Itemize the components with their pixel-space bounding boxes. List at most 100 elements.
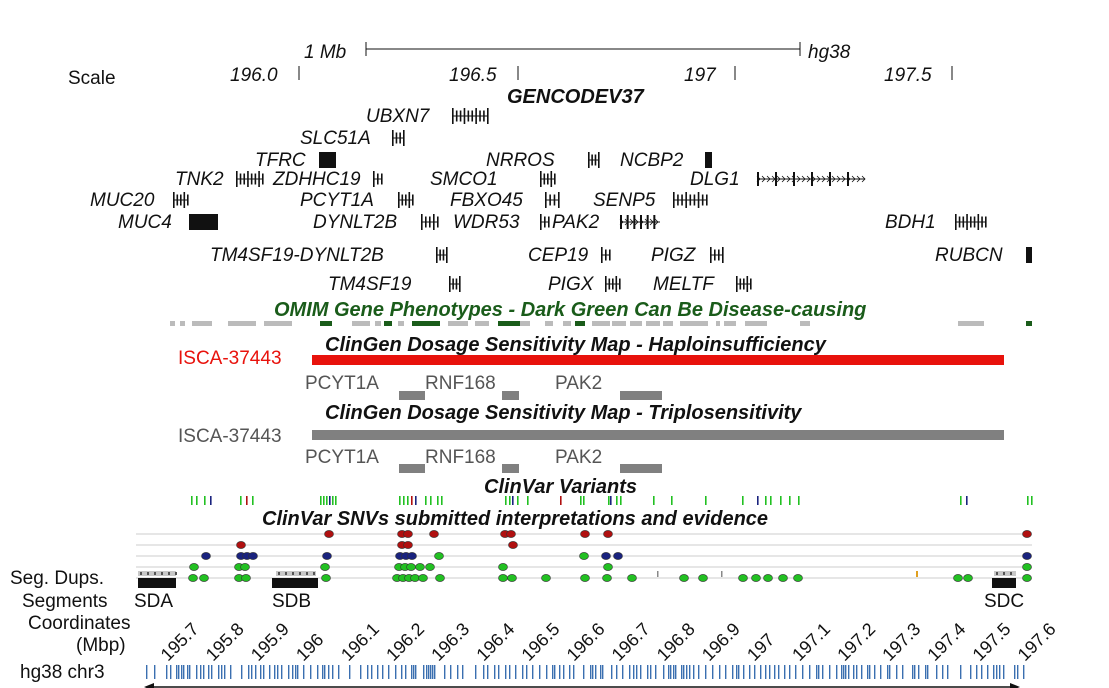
chromosome-band (324, 665, 326, 679)
clinvar-variant-tick (705, 496, 707, 505)
gene-label-slc51a: SLC51A (300, 128, 371, 149)
clinvar-variant-tick (509, 496, 511, 505)
clinvar-title: ClinVar Variants (484, 476, 637, 498)
chromosome-band (880, 665, 882, 679)
snv-dot-benign (406, 563, 416, 571)
segdup-mark (154, 572, 156, 575)
haplo-gene-pcyt1a: PCYT1A (305, 373, 379, 394)
scale-track: Scale 1 Mb hg38 196.0 196.5 197 197.5 (68, 42, 953, 89)
coordinate-tick-label: 196.3 (427, 619, 473, 665)
scale-bar-label: 1 Mb (304, 42, 346, 63)
gene-label-ubxn7: UBXN7 (366, 106, 431, 127)
clinvar-variant-tick (742, 496, 744, 505)
chromosome-band (845, 665, 847, 679)
clinvar-variant-tick (403, 496, 405, 505)
omim-gene-bar (745, 321, 767, 326)
chromosome-band (600, 665, 602, 679)
gene-model-pcyt1a (398, 192, 414, 208)
gene-label-tnk2: TNK2 (175, 169, 224, 190)
clinvar-variant-tick (1031, 496, 1033, 505)
snv-dot-pathogenic (429, 530, 439, 538)
chromosome-band (760, 665, 762, 679)
gene-model-senp5 (673, 192, 708, 208)
clinvar-variant-tick (653, 496, 655, 505)
chromosome-band (1014, 665, 1016, 679)
gene-label-pcyt1a: PCYT1A (300, 190, 374, 211)
chromosome-band (663, 665, 665, 679)
omim-gene-bar (800, 321, 810, 326)
coordinate-tick-label: 196.9 (698, 619, 744, 665)
chromosome-band (683, 665, 685, 679)
clinvar-variant-tick (407, 496, 409, 505)
snv-dot-benign (240, 563, 250, 571)
chromosome-band (526, 665, 528, 679)
chromosome-band (822, 665, 824, 679)
chromosome-band (712, 665, 714, 679)
gene-label-wdr53: WDR53 (453, 212, 520, 233)
haplo-region-label: ISCA-37443 (178, 348, 282, 369)
chromosome-band (415, 665, 417, 679)
gene-label-rubcn: RUBCN (935, 245, 1003, 266)
chromosome-band (765, 665, 767, 679)
chromosome-band (595, 665, 597, 679)
chromosome-band (749, 665, 751, 679)
clinvar-variant-tick (204, 496, 206, 505)
snv-dot-pathogenic (403, 541, 413, 549)
snv-dot-benign (415, 563, 425, 571)
chromosome-band (423, 665, 425, 679)
segdup-mark (1010, 572, 1012, 575)
clinvar-variant-tick (610, 496, 612, 505)
chromosome-band (789, 665, 791, 679)
chromosome-band (277, 665, 279, 679)
clinvar-variant-tick (441, 496, 443, 505)
gene-label-dynlt2b: DYNLT2B (313, 212, 397, 233)
chromosome-band (867, 665, 869, 679)
chromosome-band (896, 665, 898, 679)
omim-gene-bar (398, 321, 404, 326)
snv-dot-benign (418, 574, 428, 582)
chromosome-band (686, 665, 688, 679)
chromosome-band (784, 665, 786, 679)
segdup-track: Seg. Dups. Segments SDA SDB SDC (10, 568, 1024, 612)
snv-dot-pathogenic (506, 530, 516, 538)
clinvar-variant-tick (960, 496, 962, 505)
chromosome-band (976, 665, 978, 679)
chromosome-band (622, 665, 624, 679)
clinvar-variant-tick (770, 496, 772, 505)
gene-label-fbxo45: FBXO45 (450, 190, 523, 211)
chromosome-band (546, 665, 548, 679)
clinvar-variant-tick (437, 496, 439, 505)
segment-sdc-label: SDC (984, 591, 1024, 612)
coordinate-tick-label: 196.2 (382, 619, 428, 665)
gene-model-muc20 (173, 192, 189, 208)
clinvar-variant-tick (798, 496, 800, 505)
triplo-gene-pcyt1a: PCYT1A (305, 447, 379, 468)
omim-gene-bar (430, 321, 440, 326)
scale-tick-197-5: 197.5 (884, 65, 932, 86)
omim-gene-bar (498, 321, 520, 326)
haplo-gene-bar (399, 391, 425, 400)
snv-dot-benign (602, 574, 612, 582)
chromosome-band (675, 665, 677, 679)
gene-label-cep19: CEP19 (528, 245, 589, 266)
coordinates-track: Coordinates (Mbp) 195.7 195.8 195.9 196 196.… (28, 613, 1060, 665)
chromosome-band (349, 665, 351, 679)
omim-gene-bar (663, 321, 673, 326)
gencode-title: GENCODEV37 (507, 86, 645, 108)
gene-model-nrros (588, 152, 600, 168)
segdup-mark (721, 571, 723, 577)
coordinate-tick-label: 195.8 (202, 619, 248, 665)
omim-gene-bar (228, 321, 256, 326)
snv-dot-pathogenic (580, 530, 590, 538)
snv-dot-benign (963, 574, 973, 582)
coordinate-tick-label: 195.7 (157, 619, 203, 665)
gene-model-dlg1 (756, 172, 866, 186)
omim-gene-bar (563, 321, 571, 326)
chromosome-band (970, 665, 972, 679)
chromosome-band (602, 665, 604, 679)
chromosome-band (640, 665, 642, 679)
omim-gene-bar (724, 321, 736, 326)
chromosome-band (475, 665, 477, 679)
chromosome-band (189, 665, 191, 679)
omim-gene-bar (180, 321, 185, 326)
